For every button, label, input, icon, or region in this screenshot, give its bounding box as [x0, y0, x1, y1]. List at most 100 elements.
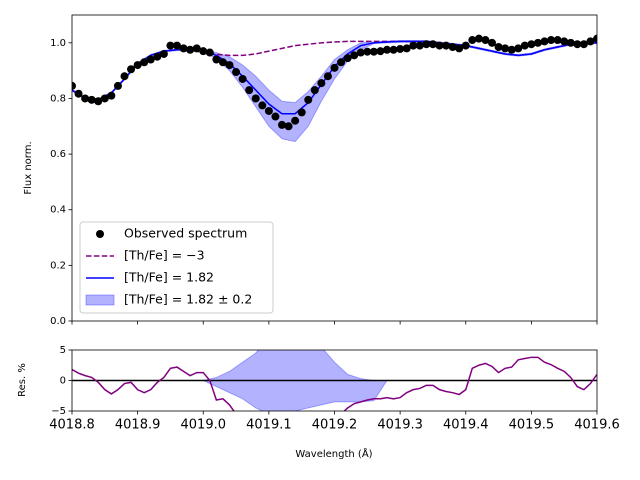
x-axis-label: Wavelength (Å) — [295, 447, 372, 460]
observed-point — [159, 49, 168, 58]
observed-point — [337, 58, 346, 67]
observed-point — [291, 116, 300, 125]
observed-point — [428, 40, 437, 49]
observed-point — [507, 45, 516, 54]
legend-label: [Th/Fe] = −3 — [124, 248, 205, 263]
observed-point — [527, 40, 536, 49]
observed-point — [153, 52, 162, 61]
observed-point — [133, 61, 142, 70]
observed-point — [100, 94, 109, 103]
x-tick-label: 4019.0 — [181, 418, 227, 433]
x-tick-label: 4019.2 — [312, 418, 358, 433]
observed-point — [579, 40, 588, 49]
observed-point — [540, 37, 549, 46]
observed-point — [422, 40, 431, 49]
observed-point — [113, 81, 122, 90]
uncertainty-band — [72, 350, 597, 411]
y-tick-label: 1.0 — [50, 38, 66, 49]
observed-point — [593, 34, 597, 43]
observed-point — [566, 38, 575, 47]
legend-box — [79, 221, 274, 314]
legend-label: [Th/Fe] = 1.82 ± 0.2 — [124, 292, 252, 307]
observed-point — [146, 55, 155, 64]
observed-point — [520, 41, 529, 50]
observed-point — [553, 36, 562, 45]
observed-point — [586, 37, 595, 46]
observed-point — [251, 94, 260, 103]
y-tick-label: 0 — [60, 376, 66, 387]
observed-point — [140, 58, 149, 67]
x-tick-label: 4019.1 — [246, 418, 292, 433]
observed-point — [533, 38, 542, 47]
observed-point — [304, 95, 313, 104]
y-tick-label: −5 — [51, 406, 66, 417]
observed-point — [258, 101, 267, 110]
observed-point — [81, 94, 90, 103]
observed-point — [461, 41, 470, 50]
observed-point — [573, 40, 582, 49]
x-tick-label: 4019.6 — [574, 418, 620, 433]
y-tick-label: 0.8 — [50, 93, 66, 104]
observed-point — [238, 74, 247, 83]
observed-point — [192, 44, 201, 53]
y-tick-label: 0.6 — [50, 149, 66, 160]
x-tick-label: 4019.4 — [443, 418, 489, 433]
observed-point — [173, 41, 181, 50]
observed-point — [501, 44, 510, 53]
observed-point — [369, 47, 378, 56]
observed-point — [127, 65, 136, 74]
x-tick-label: 4019.3 — [377, 418, 423, 433]
observed-point — [107, 91, 116, 100]
observed-point — [514, 44, 523, 53]
x-tick-label: 4019.5 — [509, 418, 555, 433]
observed-point — [205, 48, 214, 57]
observed-point — [330, 63, 339, 72]
observed-point — [435, 41, 444, 50]
observed-point — [560, 37, 569, 46]
observed-point — [310, 86, 319, 95]
observed-point — [468, 36, 477, 45]
uncertainty-band — [72, 40, 597, 143]
observed-point — [218, 58, 227, 67]
plot-area — [72, 34, 597, 143]
observed-point — [376, 47, 385, 56]
observed-point — [356, 48, 365, 57]
observed-point — [72, 81, 76, 90]
legend-label: [Th/Fe] = 1.82 — [124, 270, 214, 285]
observed-point — [166, 41, 175, 50]
observed-point — [455, 44, 464, 53]
y-tick-label: 5 — [60, 345, 66, 356]
observed-point — [317, 79, 326, 88]
observed-point — [409, 41, 418, 50]
residual-line — [72, 356, 597, 411]
observed-point — [264, 106, 273, 115]
observed-point — [284, 122, 293, 131]
y-tick-label: 0.4 — [50, 205, 66, 216]
plot-area — [72, 350, 597, 411]
x-tick-label: 4018.8 — [49, 418, 95, 433]
observed-point — [225, 61, 234, 70]
observed-point — [199, 47, 208, 56]
observed-point — [271, 112, 280, 121]
y-tick-label: 0.0 — [50, 316, 66, 327]
observed-point — [415, 41, 424, 50]
observed-point — [481, 36, 490, 45]
observed-point — [488, 38, 496, 47]
observed-point — [343, 54, 352, 63]
observed-point — [245, 86, 254, 95]
legend-marker — [96, 230, 104, 238]
observed-point — [186, 45, 195, 54]
observed-point — [494, 42, 503, 51]
legend: Observed spectrum [Th/Fe] = −3 [Th/Fe] = 1… — [79, 221, 274, 314]
y-axis-label: Flux norm. — [23, 141, 34, 194]
observed-point — [448, 42, 457, 51]
observed-point — [442, 41, 451, 50]
observed-point — [87, 95, 96, 104]
observed-point — [120, 72, 129, 81]
observed-point — [212, 55, 221, 64]
observed-point — [402, 44, 411, 53]
observed-point — [179, 44, 188, 53]
observed-point — [323, 72, 332, 81]
y-tick-label: 0.2 — [50, 260, 66, 271]
